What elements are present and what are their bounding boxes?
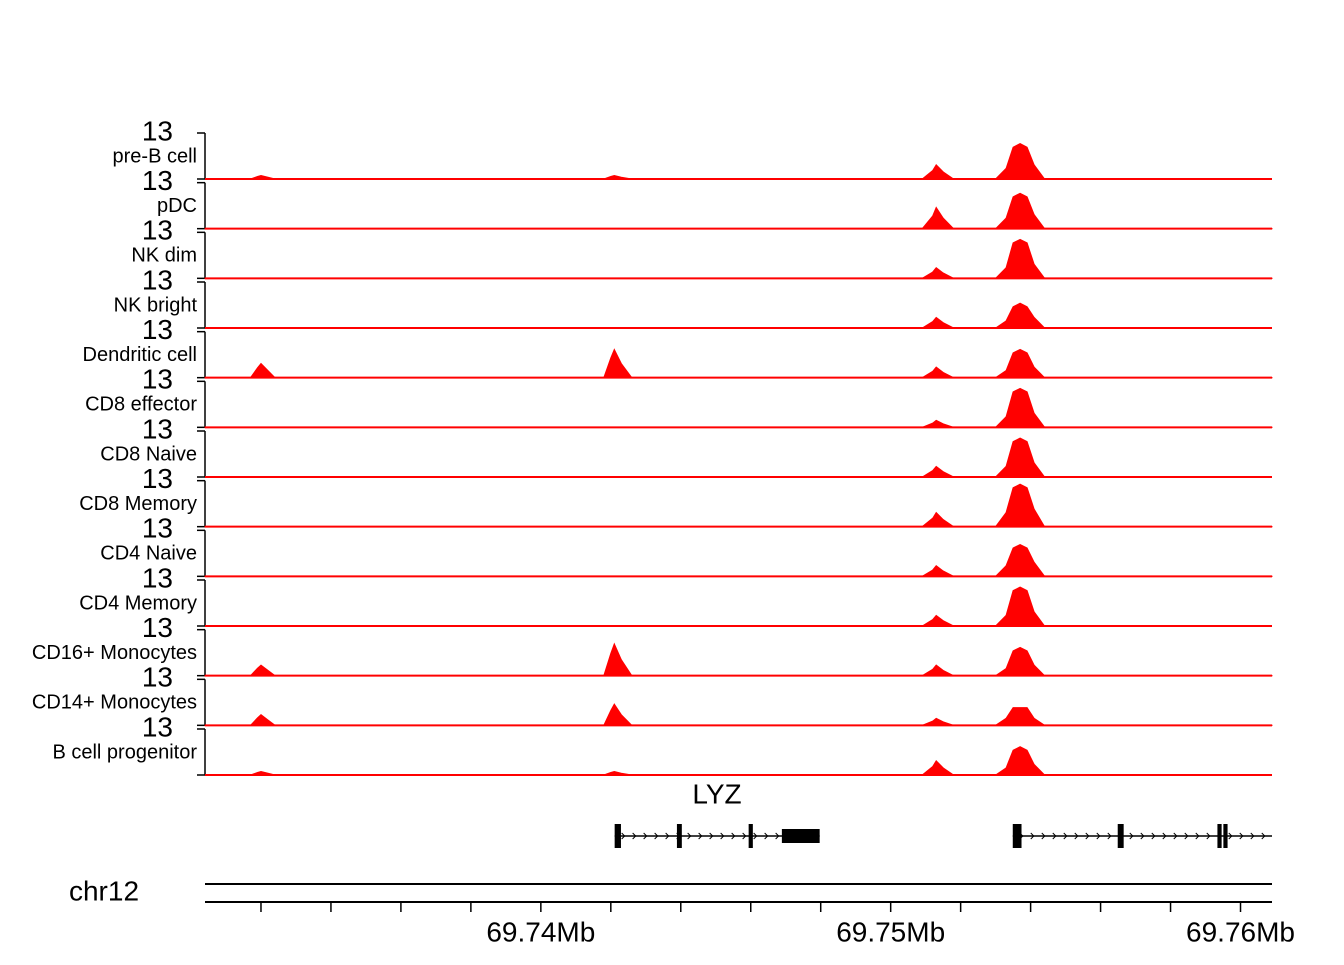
y-tick-label: 13 [142, 314, 173, 345]
coverage-area [204, 387, 1273, 428]
strand-arrow [1107, 832, 1112, 840]
y-tick-label: 13 [142, 165, 173, 196]
strand-arrow [1239, 832, 1244, 840]
track-name: NK dim [131, 245, 197, 267]
strand-arrow [709, 832, 714, 840]
coverage-area [204, 238, 1273, 279]
y-tick-label: 13 [142, 413, 173, 444]
strand-arrow [1030, 832, 1035, 840]
strand-arrow [698, 832, 703, 840]
track-name: CD8 Memory [79, 493, 197, 515]
y-tick-label: 13 [142, 513, 173, 544]
y-tick-label: 13 [142, 612, 173, 643]
strand-arrow [1074, 832, 1079, 840]
strand-arrow [1140, 832, 1145, 840]
exon [1223, 824, 1228, 848]
chromosome-label: chr12 [69, 875, 139, 906]
strand-arrow [1261, 832, 1266, 840]
strand-arrow [621, 832, 626, 840]
coverage-area [204, 348, 1273, 379]
strand-arrow [1151, 832, 1156, 840]
exon [1012, 824, 1022, 848]
y-tick-label: 13 [142, 215, 173, 246]
strand-arrow [1041, 832, 1046, 840]
x-tick-label: 69.75Mb [836, 916, 945, 947]
track-name: NK bright [114, 294, 198, 316]
coverage-area [205, 302, 1272, 329]
strand-arrow [1096, 832, 1101, 840]
strand-arrow [687, 832, 692, 840]
coverage-area [204, 642, 1273, 677]
strand-arrow [1195, 832, 1200, 840]
gene-label: LYZ [692, 778, 741, 809]
y-tick-label: 13 [142, 562, 173, 593]
strand-arrow [643, 832, 648, 840]
track-name: Dendritic cell [83, 344, 197, 366]
y-tick-label: 13 [142, 115, 173, 146]
strand-arrow [654, 832, 659, 840]
x-tick-label: 69.74Mb [486, 916, 595, 947]
strand-arrow [1206, 832, 1211, 840]
exon [614, 824, 621, 848]
coverage-area [204, 483, 1273, 528]
y-tick-label: 13 [142, 264, 173, 295]
track-name: CD16+ Monocytes [32, 642, 197, 664]
strand-arrow [1085, 832, 1090, 840]
track-name: CD4 Memory [79, 592, 197, 614]
coverage-area [205, 586, 1272, 627]
strand-arrow [1063, 832, 1068, 840]
track-name: CD8 effector [85, 394, 197, 416]
exon [748, 824, 753, 848]
strand-arrow [1250, 832, 1255, 840]
track-name: CD8 Naive [100, 443, 197, 465]
coverage-area [204, 703, 1273, 726]
strand-arrow [742, 832, 747, 840]
y-tick-label: 13 [142, 662, 173, 693]
exon [1217, 824, 1222, 848]
strand-arrow [1173, 832, 1178, 840]
track-name: CD4 Naive [100, 543, 197, 565]
coverage-area [205, 746, 1272, 776]
track-name: CD14+ Monocytes [32, 692, 197, 714]
exon [781, 829, 820, 843]
strand-arrow [764, 832, 769, 840]
coverage-area [204, 543, 1273, 577]
track-name: pre-B cell [113, 145, 197, 167]
strand-arrow [720, 832, 725, 840]
strand-arrow [1129, 832, 1134, 840]
strand-arrow [1228, 832, 1233, 840]
strand-arrow [775, 832, 780, 840]
exon [1117, 824, 1124, 848]
y-tick-label: 13 [142, 463, 173, 494]
exon [676, 824, 682, 848]
y-tick-label: 13 [142, 364, 173, 395]
strand-arrow [1052, 832, 1057, 840]
track-name: pDC [157, 195, 197, 217]
strand-arrow [632, 832, 637, 840]
y-tick-label: 13 [142, 711, 173, 742]
x-tick-label: 69.76Mb [1186, 916, 1295, 947]
strand-arrow [1162, 832, 1167, 840]
strand-arrow [665, 832, 670, 840]
coverage-area [204, 192, 1273, 230]
track-name: B cell progenitor [52, 741, 197, 763]
strand-arrow [731, 832, 736, 840]
strand-arrow [753, 832, 758, 840]
coverage-area [205, 437, 1272, 478]
strand-arrow [1184, 832, 1189, 840]
coverage-area [205, 143, 1272, 180]
